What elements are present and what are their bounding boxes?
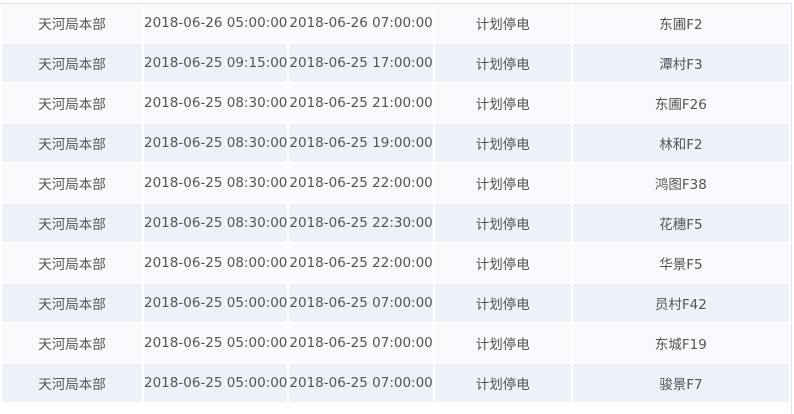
outage-type-cell: 计划停电	[434, 44, 571, 82]
outage-type-cell: 计划停电	[434, 364, 571, 402]
end-time-cell: 2018-06-25 19:00:00	[289, 124, 433, 162]
unit-cell: 天河局本部	[2, 84, 142, 122]
start-time-cell: 2018-06-25 05:00:00	[144, 364, 288, 402]
outage-table-container: 天河局本部 2018-06-26 05:00:00 2018-06-26 07:00…	[0, 3, 792, 414]
outage-type-cell: 计划停电	[434, 164, 571, 202]
unit-cell: 天河局本部	[2, 164, 142, 202]
table-row: 天河局本部 2018-06-25 09:15:00 2018-06-25 17:00…	[2, 44, 789, 82]
line-cell: 东圃F26	[572, 84, 789, 122]
start-time-cell: 2018-06-25 05:00:00	[144, 284, 288, 322]
start-time-cell: 2018-06-25 08:30:00	[144, 164, 288, 202]
end-time-cell: 2018-06-25 22:30:00	[289, 204, 433, 242]
end-time-cell: 2018-06-25 21:00:00	[289, 84, 433, 122]
start-time-cell: 2018-06-25 08:30:00	[144, 84, 288, 122]
unit-cell: 天河局本部	[2, 4, 142, 42]
end-time-cell: 2018-06-25 07:00:00	[289, 284, 433, 322]
line-cell: 潭村F3	[572, 44, 789, 82]
table-row: 天河局本部 2018-06-25 08:00:00 2018-06-25 22:00…	[2, 244, 789, 282]
line-cell: 骏景F7	[572, 364, 789, 402]
start-time-cell: 2018-06-26 05:00:00	[144, 4, 288, 42]
unit-cell: 天河局本部	[2, 284, 142, 322]
end-time-cell: 2018-06-26 07:00:00	[289, 4, 433, 42]
table-row: 天河局本部 2018-06-25 08:30:00 2018-06-25 22:30…	[2, 204, 789, 242]
outage-type-cell: 计划停电	[434, 4, 571, 42]
outage-type-cell: 计划停电	[434, 84, 571, 122]
table-row: 天河局本部 2018-06-25 08:30:00 2018-06-25 22:00…	[2, 164, 789, 202]
unit-cell: 天河局本部	[2, 244, 142, 282]
line-cell: 华景F5	[572, 244, 789, 282]
start-time-cell: 2018-06-25 05:00:00	[144, 324, 288, 362]
end-time-cell: 2018-06-25 07:00:00	[289, 364, 433, 402]
line-cell: 花穗F5	[572, 204, 789, 242]
table-row: 天河局本部 2018-06-25 08:30:00 2018-06-25 21:00…	[2, 84, 789, 122]
unit-cell: 天河局本部	[2, 324, 142, 362]
line-cell: 东圃F2	[572, 4, 789, 42]
line-cell: 鸿图F38	[572, 164, 789, 202]
unit-cell: 天河局本部	[2, 44, 142, 82]
outage-table: 天河局本部 2018-06-26 05:00:00 2018-06-26 07:00…	[0, 2, 791, 404]
unit-cell: 天河局本部	[2, 364, 142, 402]
end-time-cell: 2018-06-25 17:00:00	[289, 44, 433, 82]
end-time-cell: 2018-06-25 22:00:00	[289, 244, 433, 282]
table-row: 天河局本部 2018-06-25 05:00:00 2018-06-25 07:00…	[2, 284, 789, 322]
table-row: 天河局本部 2018-06-25 05:00:00 2018-06-25 07:00…	[2, 364, 789, 402]
outage-type-cell: 计划停电	[434, 204, 571, 242]
outage-type-cell: 计划停电	[434, 124, 571, 162]
outage-type-cell: 计划停电	[434, 324, 571, 362]
line-cell: 员村F42	[572, 284, 789, 322]
start-time-cell: 2018-06-25 09:15:00	[144, 44, 288, 82]
line-cell: 林和F2	[572, 124, 789, 162]
outage-type-cell: 计划停电	[434, 284, 571, 322]
unit-cell: 天河局本部	[2, 124, 142, 162]
start-time-cell: 2018-06-25 08:30:00	[144, 124, 288, 162]
start-time-cell: 2018-06-25 08:00:00	[144, 244, 288, 282]
table-row: 天河局本部 2018-06-25 08:30:00 2018-06-25 19:00…	[2, 124, 789, 162]
unit-cell: 天河局本部	[2, 204, 142, 242]
outage-type-cell: 计划停电	[434, 244, 571, 282]
end-time-cell: 2018-06-25 07:00:00	[289, 324, 433, 362]
start-time-cell: 2018-06-25 08:30:00	[144, 204, 288, 242]
line-cell: 东城F19	[572, 324, 789, 362]
table-row: 天河局本部 2018-06-26 05:00:00 2018-06-26 07:00…	[2, 4, 789, 42]
end-time-cell: 2018-06-25 22:00:00	[289, 164, 433, 202]
table-row: 天河局本部 2018-06-25 05:00:00 2018-06-25 07:00…	[2, 324, 789, 362]
